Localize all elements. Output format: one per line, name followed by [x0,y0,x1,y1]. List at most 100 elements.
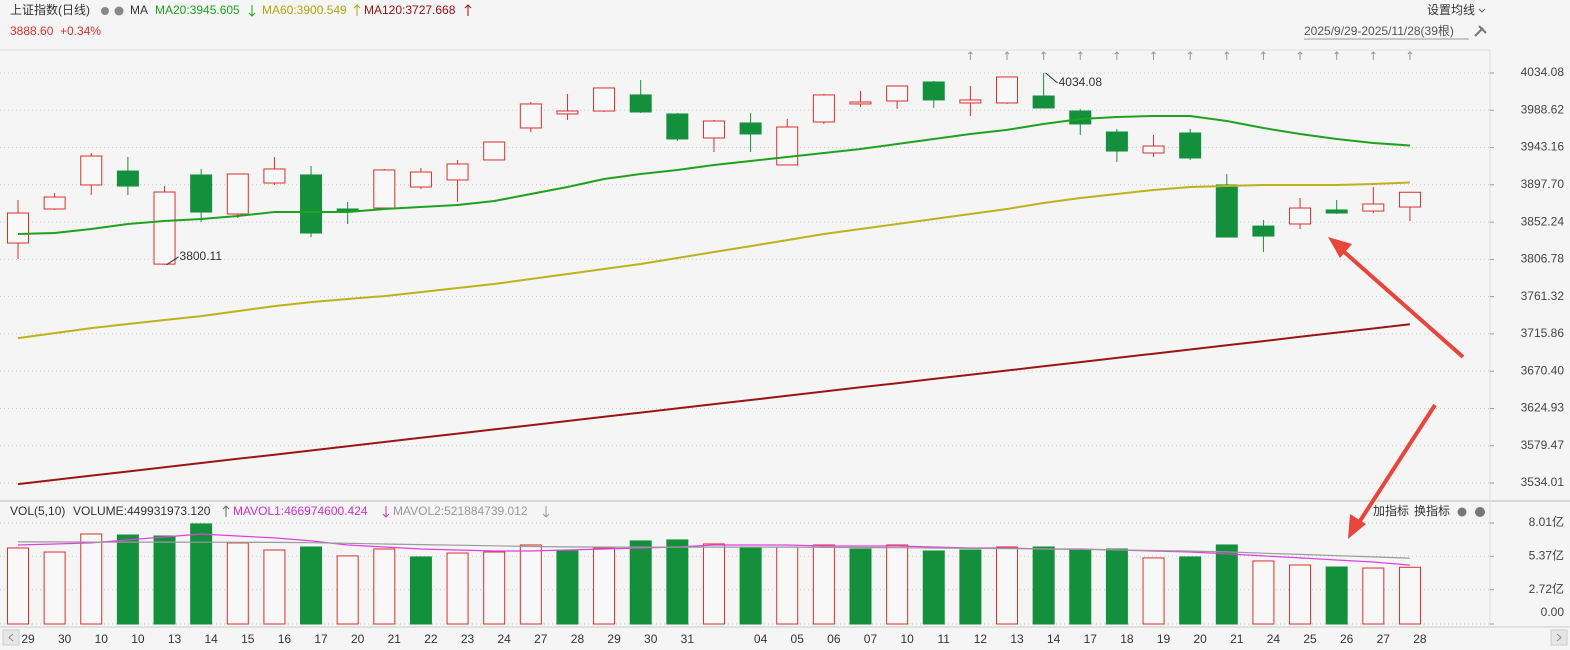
annotation-arrow [1340,248,1465,359]
marker-icon [1077,51,1083,60]
x-tick-label: 12 [974,632,988,646]
y-tick-label: 8.01亿 [1529,514,1564,529]
volume-bar [1398,566,1421,625]
volume-bar [556,550,579,625]
scroll-right[interactable] [1550,629,1568,646]
candle-body [556,110,579,115]
marker-icon [1261,51,1266,60]
marker-icon [1114,51,1120,60]
gear-icon[interactable] [1457,507,1467,517]
ma-line [18,541,1410,559]
x-tick-label: 11 [938,632,951,646]
candle-body [446,163,469,181]
x-tick-label: 23 [461,632,475,646]
x-tick-label: 19 [1157,632,1171,646]
volume-bar [776,546,799,625]
volume-bar [483,551,506,625]
x-tick-label: 20 [1193,632,1207,646]
marks: 4034.08 3988.62 3943.16 3897.70 3852.24 3806.… [0,51,1565,646]
volume-bar [1215,544,1238,625]
volume-bar [1105,548,1128,625]
y-tick-label: 3670.40 [1521,363,1565,377]
x-tick-label: 22 [424,632,438,646]
mavol2-label: MAVOL2:521884739.012 [393,504,528,518]
x-tick-label: 14 [1047,632,1061,646]
candle-body [1325,209,1348,214]
close-icon[interactable] [114,6,124,16]
candle-body [739,122,762,135]
candle-body [996,76,1019,104]
ma60-label: MA60:3900.549 [262,3,347,17]
switch-indicator[interactable]: 换指标 [1414,503,1450,518]
scroll-left[interactable] [2,629,20,646]
candle-body [1215,184,1238,238]
last-price: 3888.60 [10,24,54,38]
candle-body [702,120,725,139]
x-tick-label: 27 [534,632,548,646]
candle-body [776,126,799,166]
date-range[interactable]: 2025/9/29-2025/11/28(39根) [1304,24,1454,38]
x-tick-label: 28 [571,632,585,646]
y-tick-label: 3761.32 [1521,289,1565,303]
marker-icon [1151,51,1156,60]
candle-body [409,171,432,188]
volume-bar [80,533,103,625]
volume-bar [409,556,432,625]
ma-settings[interactable]: 设置均线 [1427,3,1475,17]
candle-body [593,87,616,112]
x-tick-label: 13 [168,632,182,646]
candle-body [1032,95,1055,109]
y-tick-label: 3715.86 [1521,326,1565,340]
dropdown-icon [1478,8,1486,13]
candle-body [519,103,542,129]
y-tick-label: 3806.78 [1521,252,1565,266]
annotation-label: 4034.08 [1059,75,1103,89]
volume-bar [226,542,249,625]
volume-bar [1252,560,1275,625]
volume-bar [300,546,323,625]
x-tick-label: 21 [1230,632,1244,646]
volume-bar [1325,566,1348,625]
x-tick-label: 27 [1377,632,1391,646]
y-tick-label: 3624.93 [1521,401,1565,415]
marker-icon [1297,51,1303,60]
volume-bar [373,548,396,625]
candle-body [373,169,396,209]
add-indicator[interactable]: 加指标 [1373,503,1409,518]
candle-body [1362,203,1385,212]
candle-body [226,173,249,215]
x-tick-label: 10 [900,632,914,646]
down-arrow-icon [542,506,550,518]
x-tick-label: 29 [607,632,621,646]
candle-body [812,94,835,123]
ma-line [17,115,1410,235]
ma-line [17,323,1411,486]
volume-bar [519,544,542,625]
volume-bar [1142,557,1165,625]
x-tick-label: 10 [131,632,145,646]
volume-bar [190,523,213,625]
volume-bar [1362,567,1385,625]
volume-bar [922,550,945,625]
x-tick-label: 15 [241,632,255,646]
x-tick-label: 16 [278,632,292,646]
scroll-left-icon [8,633,14,642]
candle-body [849,101,872,105]
x-tick-label: 25 [1303,632,1317,646]
down-arrow-icon [382,506,390,518]
y-tick-label: 3579.47 [1521,438,1565,452]
volume-bar [263,549,286,625]
candle-body [1398,191,1421,208]
volume-bar [849,548,872,625]
x-tick-label: 31 [681,632,695,646]
ma20-label: MA20:3945.605 [155,3,240,17]
gear-icon[interactable] [101,7,109,15]
candle-body [190,174,213,213]
price-change: +0.34% [60,24,101,38]
candle-body [922,81,945,101]
close-icon[interactable] [1475,507,1485,517]
pin-icon[interactable] [1474,25,1487,37]
y-tick-label: 3534.01 [1521,475,1565,489]
volume-bar [959,549,982,625]
